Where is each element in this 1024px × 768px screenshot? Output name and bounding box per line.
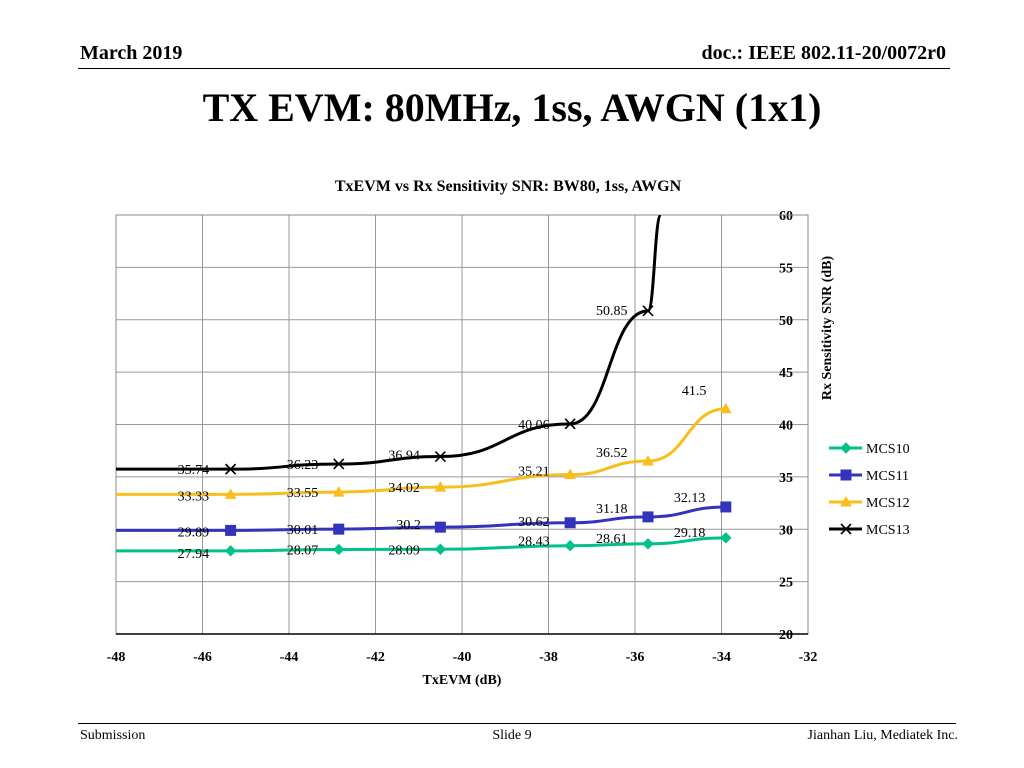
legend-label-mcs10: MCS10 [866, 442, 910, 457]
data-point-mcs11 [642, 511, 654, 523]
data-point-mcs10 [434, 543, 447, 555]
header-doc-id: doc.: IEEE 802.11-20/0072r0 [701, 42, 946, 64]
data-label-mcs11: 30.01 [287, 523, 319, 538]
footer-author: Jianhan Liu, Mediatek Inc. [807, 728, 958, 743]
data-point-mcs10 [720, 532, 732, 544]
data-point-mcs13 [333, 458, 345, 470]
data-label-mcs11: 29.89 [178, 525, 210, 540]
data-label-mcs11: 30.2 [396, 518, 421, 533]
footer-slide-number: Slide 9 [492, 728, 532, 743]
slide-title: TX EVM: 80MHz, 1ss, AWGN (1x1) [202, 85, 822, 130]
y-tick-label: 20 [779, 628, 793, 643]
data-point-mcs12 [332, 486, 345, 497]
x-tick-label: -42 [366, 650, 385, 665]
data-point-mcs11 [720, 501, 732, 513]
data-label-mcs10: 28.61 [596, 532, 628, 547]
x-tick-label: -32 [799, 650, 818, 665]
x-axis-title: TxEVM (dB) [423, 673, 502, 688]
x-tick-label: -48 [107, 650, 126, 665]
data-label-mcs11: 32.13 [674, 491, 706, 506]
header-rule [78, 68, 950, 69]
legend-label-mcs11: MCS11 [866, 469, 909, 484]
data-point-mcs10 [333, 543, 345, 556]
x-tick-label: -46 [193, 650, 212, 665]
data-point-mcs10 [564, 539, 576, 552]
x-tick-label: -36 [626, 650, 645, 665]
y-tick-label: 35 [779, 471, 793, 486]
x-tick-label: -40 [453, 650, 472, 665]
data-label-mcs12: 34.02 [388, 481, 420, 496]
y-tick-label: 50 [779, 314, 793, 329]
series-line-mcs13 [116, 215, 663, 471]
footer-submission: Submission [80, 728, 146, 743]
data-point-mcs12 [434, 481, 447, 492]
data-point-mcs13 [434, 450, 446, 463]
data-label-mcs11: 31.18 [596, 502, 628, 517]
data-point-mcs12 [564, 468, 576, 480]
data-label-mcs12: 33.33 [178, 489, 210, 504]
data-point-mcs12 [719, 402, 732, 414]
data-point-mcs10 [642, 538, 654, 550]
data-point-mcs10 [224, 545, 237, 557]
data-point-mcs12 [642, 454, 654, 466]
data-label-mcs12: 35.21 [518, 465, 550, 480]
data-point-mcs11 [225, 524, 237, 536]
data-point-mcs12 [224, 488, 237, 499]
legend-label-mcs12: MCS12 [866, 496, 910, 511]
data-point-mcs11 [564, 517, 576, 529]
data-label-mcs10: 29.18 [674, 526, 706, 541]
data-label-mcs10: 28.09 [388, 543, 420, 558]
data-label-mcs13: 50.85 [596, 304, 628, 319]
data-label-mcs11: 30.62 [518, 515, 550, 530]
legend-marker-mcs12 [840, 495, 852, 507]
data-label-mcs12: 33.55 [287, 486, 319, 501]
y-axis-title: Rx Sensitivity SNR (dB) [820, 256, 835, 401]
series-mcs12 [116, 407, 726, 496]
data-label-mcs13: 35.74 [178, 463, 210, 478]
data-point-mcs11 [434, 521, 446, 533]
x-tick-label: -44 [280, 650, 299, 665]
data-label-mcs10: 28.43 [518, 535, 550, 550]
data-point-mcs11 [333, 523, 345, 535]
y-tick-label: 30 [779, 523, 793, 538]
series-line-mcs12 [116, 407, 726, 496]
y-tick-label: 40 [779, 419, 793, 434]
data-label-mcs12: 41.5 [682, 384, 707, 399]
legend-marker-mcs10 [840, 442, 852, 454]
data-label-mcs13: 40.06 [518, 418, 550, 433]
chart-title: TxEVM vs Rx Sensitivity SNR: BW80, 1ss, … [335, 178, 682, 195]
footer-rule [78, 723, 956, 724]
data-point-mcs13 [225, 463, 237, 475]
y-tick-label: 25 [779, 576, 793, 591]
data-point-mcs13 [642, 305, 654, 317]
header-date: March 2019 [80, 42, 183, 64]
data-label-mcs13: 36.94 [388, 449, 420, 464]
legend-marker-mcs11 [840, 469, 852, 481]
series-mcs13 [116, 215, 663, 471]
data-label-mcs13: 36.23 [287, 458, 319, 473]
data-label-mcs10: 27.94 [178, 547, 210, 562]
x-tick-label: -34 [712, 650, 731, 665]
y-tick-label: 60 [779, 209, 793, 224]
y-tick-label: 45 [779, 366, 793, 381]
legend-label-mcs13: MCS13 [866, 523, 910, 538]
data-point-mcs13 [564, 418, 576, 430]
data-label-mcs12: 36.52 [596, 446, 628, 461]
y-tick-label: 55 [779, 261, 793, 276]
x-tick-label: -38 [539, 650, 558, 665]
data-label-mcs10: 28.07 [287, 543, 319, 558]
legend-marker-mcs13 [840, 523, 852, 535]
